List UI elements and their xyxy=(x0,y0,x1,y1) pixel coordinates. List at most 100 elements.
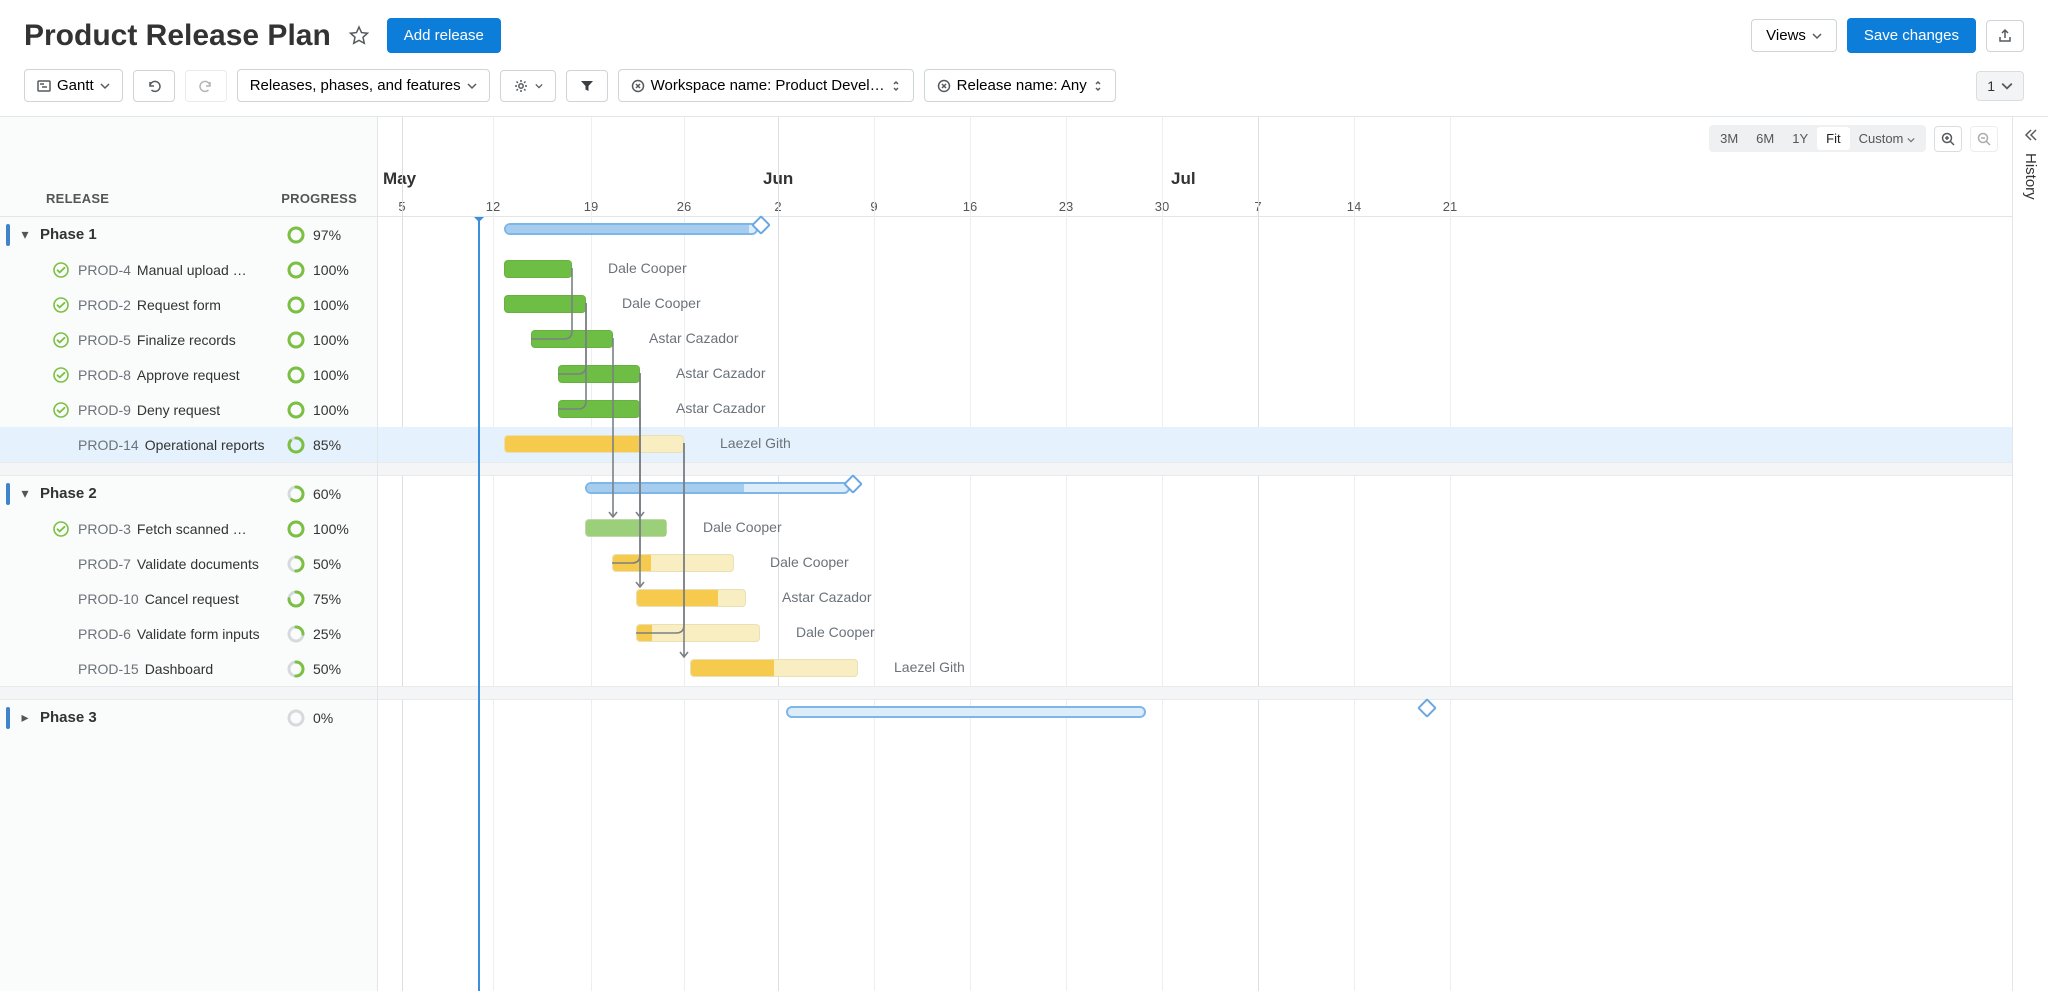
task-row[interactable]: PROD-2 Request form 100% xyxy=(0,287,377,322)
chevron-down-icon xyxy=(1812,31,1822,41)
check-circle-icon xyxy=(52,331,70,349)
phase-title: Phase 1 xyxy=(40,226,97,243)
progress-ring-icon xyxy=(287,366,305,384)
chevron-double-left-icon xyxy=(2023,127,2039,143)
caret-down-icon[interactable]: ▾ xyxy=(16,485,34,502)
history-panel-toggle[interactable]: History xyxy=(2012,117,2048,991)
grouping-dropdown[interactable]: Releases, phases, and features xyxy=(237,69,490,102)
funnel-icon xyxy=(579,78,595,94)
views-label: Views xyxy=(1766,27,1806,44)
progress-ring-icon xyxy=(287,331,305,349)
task-row[interactable]: PROD-8 Approve request 100% xyxy=(0,357,377,392)
task-title: Cancel request xyxy=(145,591,239,607)
gantt-row: Astar Cazador xyxy=(378,581,2012,616)
filter-chip-workspace[interactable]: Workspace name: Product Devel… xyxy=(618,69,914,102)
share-icon xyxy=(1997,28,2013,44)
check-circle-icon xyxy=(52,296,70,314)
sort-icon xyxy=(891,79,901,93)
task-bar[interactable] xyxy=(585,519,667,537)
zoom-out-icon xyxy=(1977,132,1991,146)
views-dropdown[interactable]: Views xyxy=(1751,19,1837,52)
gantt-row xyxy=(378,217,2012,252)
task-title: Dashboard xyxy=(145,661,214,677)
assignee-label: Dale Cooper xyxy=(770,554,849,570)
phase-bar[interactable] xyxy=(786,706,1146,718)
progress-text: 85% xyxy=(313,437,357,453)
task-bar[interactable] xyxy=(504,260,572,278)
task-row[interactable]: PROD-7 Validate documents 50% xyxy=(0,546,377,581)
phase-row[interactable]: ▾ Phase 2 60% xyxy=(0,476,377,511)
task-bar[interactable] xyxy=(636,624,760,642)
phase-bar[interactable] xyxy=(585,482,850,494)
phase-row[interactable]: ▸ Phase 3 0% xyxy=(0,700,377,735)
progress-ring-icon xyxy=(287,520,305,538)
redo-button[interactable] xyxy=(185,70,227,102)
progress-ring-icon xyxy=(287,590,305,608)
col-header-release: RELEASE xyxy=(46,191,257,206)
task-row[interactable]: PROD-15 Dashboard 50% xyxy=(0,651,377,686)
task-row[interactable]: PROD-6 Validate form inputs 25% xyxy=(0,616,377,651)
zoom-pill-fit[interactable]: Fit xyxy=(1817,127,1849,150)
task-key: PROD-6 xyxy=(78,626,131,642)
milestone-diamond-icon[interactable] xyxy=(1417,698,1437,718)
favorite-star-button[interactable] xyxy=(347,24,371,48)
settings-dropdown[interactable] xyxy=(500,70,556,102)
timeline-area[interactable]: 3M6M1YFitCustom MayJunJul512192629162330… xyxy=(378,117,2012,991)
assignee-label: Dale Cooper xyxy=(622,295,701,311)
task-row[interactable]: PROD-5 Finalize records 100% xyxy=(0,322,377,357)
task-title: Deny request xyxy=(137,402,220,418)
zoom-pill-custom[interactable]: Custom xyxy=(1850,127,1924,150)
task-row[interactable]: PROD-14 Operational reports 85% xyxy=(0,427,377,462)
task-bar[interactable] xyxy=(558,365,640,383)
task-bar[interactable] xyxy=(504,295,586,313)
view-type-dropdown[interactable]: Gantt xyxy=(24,69,123,102)
selection-count-dropdown[interactable]: 1 xyxy=(1976,71,2024,101)
progress-ring-icon xyxy=(287,625,305,643)
task-bar[interactable] xyxy=(504,435,684,453)
task-title: Request form xyxy=(137,297,221,313)
task-title: Finalize records xyxy=(137,332,236,348)
filter-button[interactable] xyxy=(566,70,608,102)
task-bar[interactable] xyxy=(612,554,734,572)
task-key: PROD-2 xyxy=(78,297,131,313)
toolbar: Gantt Releases, phases, and features Wor… xyxy=(0,65,2048,117)
gantt-row: Dale Cooper xyxy=(378,287,2012,322)
undo-button[interactable] xyxy=(133,70,175,102)
share-button[interactable] xyxy=(1986,20,2024,52)
task-row[interactable]: PROD-9 Deny request 100% xyxy=(0,392,377,427)
task-title: Fetch scanned … xyxy=(137,521,247,537)
progress-text: 0% xyxy=(313,710,357,726)
zoom-pill-3m[interactable]: 3M xyxy=(1711,127,1747,150)
zoom-out-button[interactable] xyxy=(1970,126,1998,152)
task-row[interactable]: PROD-3 Fetch scanned … 100% xyxy=(0,511,377,546)
phase-row[interactable]: ▾ Phase 1 97% xyxy=(0,217,377,252)
zoom-pill-6m[interactable]: 6M xyxy=(1747,127,1783,150)
task-bar[interactable] xyxy=(531,330,613,348)
caret-down-icon[interactable]: ▾ xyxy=(16,226,34,243)
gantt-row: Astar Cazador xyxy=(378,392,2012,427)
progress-ring-icon xyxy=(287,436,305,454)
star-icon xyxy=(347,24,371,48)
progress-text: 100% xyxy=(313,297,357,313)
task-key: PROD-10 xyxy=(78,591,139,607)
zoom-pill-1y[interactable]: 1Y xyxy=(1783,127,1817,150)
task-bar[interactable] xyxy=(636,589,746,607)
add-release-button[interactable]: Add release xyxy=(387,18,501,53)
task-bar[interactable] xyxy=(690,659,858,677)
task-key: PROD-9 xyxy=(78,402,131,418)
task-bar[interactable] xyxy=(558,400,640,418)
assignee-label: Dale Cooper xyxy=(796,624,875,640)
task-title: Approve request xyxy=(137,367,240,383)
task-row[interactable]: PROD-10 Cancel request 75% xyxy=(0,581,377,616)
today-marker xyxy=(478,217,480,991)
gantt-row: Dale Cooper xyxy=(378,616,2012,651)
task-row[interactable]: PROD-4 Manual upload … 100% xyxy=(0,252,377,287)
zoom-in-button[interactable] xyxy=(1934,126,1962,152)
filter-release-label: Release name: Any xyxy=(957,77,1087,94)
filter-chip-release[interactable]: Release name: Any xyxy=(924,69,1116,102)
progress-text: 25% xyxy=(313,626,357,642)
caret-right-icon[interactable]: ▸ xyxy=(16,709,34,726)
phase-bar[interactable] xyxy=(504,223,758,235)
filter-workspace-label: Workspace name: Product Devel… xyxy=(651,77,885,94)
save-changes-button[interactable]: Save changes xyxy=(1847,18,1976,53)
